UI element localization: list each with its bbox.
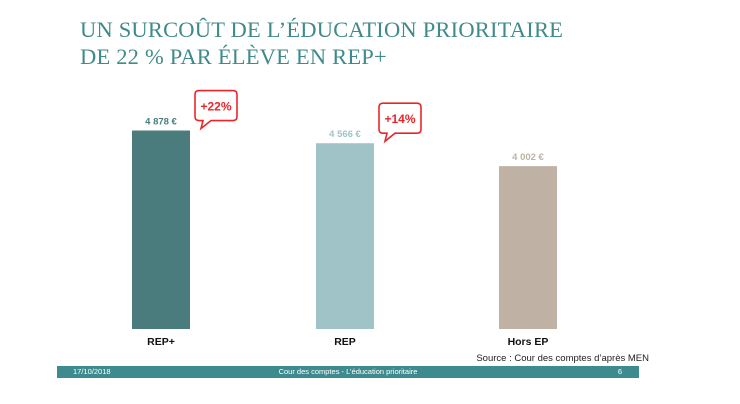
category-label-1: REP xyxy=(334,336,356,348)
category-label-2: Hors EP xyxy=(508,336,549,348)
value-label-2: 4 002 € xyxy=(512,152,544,163)
bar-2 xyxy=(499,166,557,329)
callout-bubble-1 xyxy=(378,102,422,144)
category-label-0: REP+ xyxy=(147,336,175,348)
footer-title: Cour des comptes - L’éducation prioritai… xyxy=(278,367,418,376)
bar-1 xyxy=(316,143,374,329)
footer-date: 17/10/2018 xyxy=(73,367,111,376)
value-label-1: 4 566 € xyxy=(329,129,361,140)
slide-title: UN SURCOÛT DE L’ÉDUCATION PRIORITAIRE DE… xyxy=(80,16,563,70)
title-line-1: UN SURCOÛT DE L’ÉDUCATION PRIORITAIRE xyxy=(80,17,564,42)
callout-label-1: +14% xyxy=(384,112,415,126)
bar-0 xyxy=(132,130,190,329)
value-label-0: 4 878 € xyxy=(145,117,177,128)
footer-bar: 17/10/2018 Cour des comptes - L’éducatio… xyxy=(57,366,639,378)
callout-bubble-0 xyxy=(194,89,238,131)
callout-label-0: +22% xyxy=(200,100,231,114)
title-line-2: DE 22 % PAR ÉLÈVE EN REP+ xyxy=(80,44,387,69)
page-number: 6 xyxy=(617,367,622,376)
source-note: Source : Cour des comptes d’après MEN xyxy=(476,353,649,364)
